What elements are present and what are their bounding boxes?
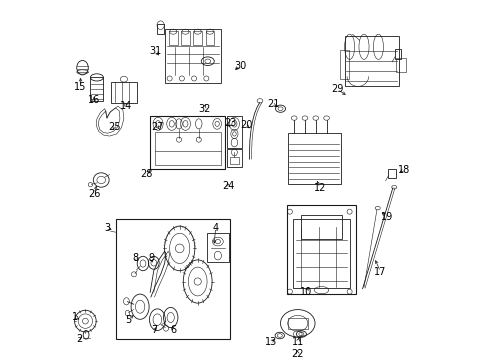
Text: 4: 4 — [212, 222, 218, 233]
Bar — [387, 169, 396, 178]
Text: 13: 13 — [264, 337, 277, 347]
Bar — [301, 215, 341, 239]
Bar — [115, 219, 230, 339]
Bar — [286, 205, 355, 294]
Text: 16: 16 — [88, 95, 100, 105]
Bar — [287, 133, 340, 184]
Text: 19: 19 — [380, 212, 392, 222]
Text: 22: 22 — [291, 348, 304, 359]
Text: 2: 2 — [76, 334, 82, 344]
Text: 3: 3 — [104, 222, 110, 233]
Bar — [226, 149, 242, 167]
Bar — [205, 31, 214, 45]
Bar — [206, 233, 228, 262]
Bar — [154, 132, 220, 165]
Bar — [111, 82, 136, 103]
Text: 24: 24 — [222, 181, 234, 192]
Text: 6: 6 — [170, 325, 176, 336]
Text: 23: 23 — [224, 118, 236, 128]
Text: 29: 29 — [330, 84, 343, 94]
Bar — [165, 29, 221, 83]
Text: 12: 12 — [313, 183, 325, 193]
Text: 25: 25 — [108, 122, 120, 132]
Text: 27: 27 — [151, 122, 163, 132]
Text: 30: 30 — [234, 60, 246, 71]
Bar — [395, 58, 405, 72]
Bar — [168, 31, 177, 45]
Text: 21: 21 — [266, 99, 279, 109]
Text: 7: 7 — [151, 325, 157, 336]
Text: 26: 26 — [88, 189, 100, 199]
Text: 20: 20 — [240, 120, 252, 130]
Bar — [287, 318, 307, 329]
Bar — [394, 49, 401, 59]
Text: 17: 17 — [374, 267, 386, 277]
Text: 15: 15 — [74, 82, 86, 92]
Text: 9: 9 — [148, 253, 154, 263]
Text: 31: 31 — [149, 46, 161, 56]
Text: 5: 5 — [125, 315, 131, 325]
Bar — [345, 36, 399, 86]
Bar — [229, 157, 239, 164]
Bar — [339, 50, 348, 79]
Bar — [150, 116, 224, 169]
Text: 11: 11 — [291, 337, 303, 347]
Bar — [293, 219, 349, 288]
Text: 8: 8 — [132, 253, 139, 264]
Bar — [157, 24, 163, 34]
Bar — [226, 116, 242, 148]
Bar — [181, 31, 189, 45]
Text: 28: 28 — [140, 168, 152, 179]
Bar — [193, 31, 202, 45]
Text: 14: 14 — [120, 101, 132, 111]
Text: 10: 10 — [299, 287, 311, 297]
Text: 1: 1 — [72, 312, 78, 322]
Bar — [90, 77, 103, 101]
Text: 32: 32 — [198, 104, 210, 114]
Text: 18: 18 — [397, 165, 409, 175]
